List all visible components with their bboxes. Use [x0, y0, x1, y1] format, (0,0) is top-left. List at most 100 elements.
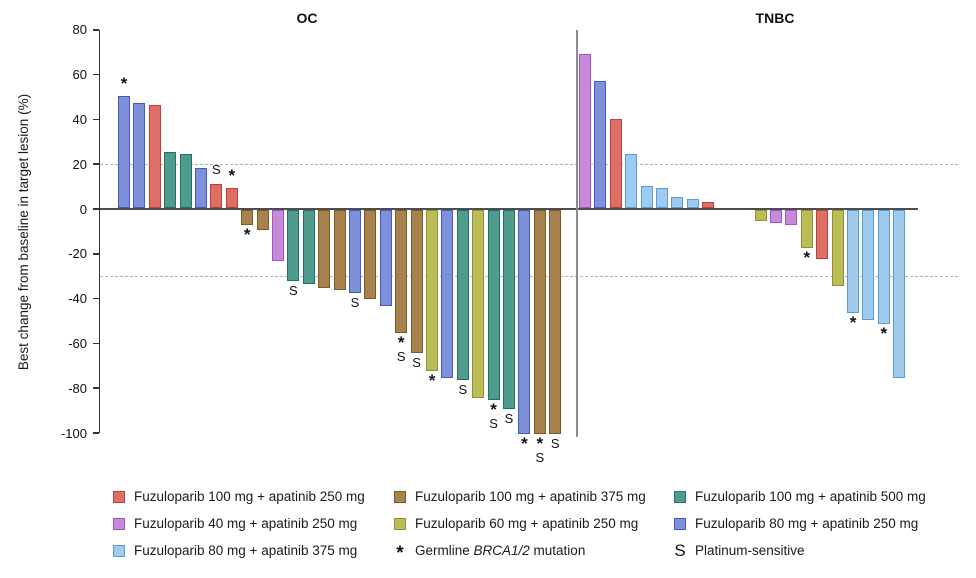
bar: [426, 209, 438, 372]
bar: [533, 209, 546, 434]
y-tick: [92, 297, 99, 300]
legend: Fuzuloparib 100 mg + apatinib 250 mg Fuzu…: [0, 483, 976, 573]
y-tick-label: 0: [79, 201, 87, 217]
legend-label: Fuzuloparib 100 mg + apatinib 500 mg: [695, 489, 926, 504]
bar: [625, 154, 638, 209]
y-tick-label: -100: [60, 425, 87, 441]
y-tick-label: 80: [72, 22, 87, 38]
bar: [640, 185, 653, 209]
bar: [609, 118, 622, 209]
platinum-sensitive-mark: S: [289, 283, 298, 299]
bar: [503, 209, 515, 410]
legend-entry: Fuzuloparib 80 mg + apatinib 375 mg: [113, 537, 365, 564]
panel-divider: [576, 29, 578, 437]
dashed-reference-line: [100, 164, 958, 166]
bar: [800, 209, 813, 248]
plot-area: Best change from baseline in target lesi…: [16, 10, 958, 465]
legend-entry: Fuzuloparib 80 mg + apatinib 250 mg: [674, 510, 926, 537]
legend-swatch: [674, 517, 686, 530]
legend-label: Fuzuloparib 100 mg + apatinib 250 mg: [134, 489, 365, 504]
bar: [164, 152, 177, 209]
bar: [785, 209, 798, 226]
platinum-sensitive-mark: S: [550, 435, 560, 451]
bar: [594, 80, 607, 209]
y-tick: [92, 253, 99, 255]
brca-mutation-asterisk: *: [880, 323, 888, 343]
bar: [877, 209, 890, 324]
bar: [272, 209, 284, 262]
y-tick-label: 20: [72, 156, 87, 172]
bar: [133, 102, 146, 209]
brca-mutation-asterisk: *: [521, 433, 528, 453]
bar: [333, 209, 346, 291]
bar: [302, 209, 315, 284]
bar: [831, 209, 844, 286]
bar: [487, 209, 500, 401]
legend-entry: Fuzuloparib 40 mg + apatinib 250 mg: [113, 510, 365, 537]
legend-label: Fuzuloparib 100 mg + apatinib 375 mg: [415, 489, 646, 504]
brca-mutation-asterisk: *: [536, 433, 544, 453]
brca-mutation-asterisk: *: [490, 400, 497, 420]
platinum-sensitive-mark: S: [458, 381, 468, 397]
bar: [549, 209, 562, 434]
legend-label: Fuzuloparib 80 mg + apatinib 375 mg: [134, 543, 358, 558]
group-title-tnbc: TNBC: [755, 10, 795, 26]
platinum-sensitive-mark: S: [535, 449, 545, 465]
bar: [410, 209, 423, 354]
bar: [862, 209, 875, 320]
legend-column: Fuzuloparib 100 mg + apatinib 250 mg Fuzu…: [113, 483, 365, 564]
y-tick-label: 60: [72, 67, 87, 83]
legend-swatch: [113, 517, 125, 530]
legend-label: Germline BRCA1/2 mutation: [415, 543, 586, 558]
bar: [195, 167, 207, 209]
y-tick: [92, 29, 99, 31]
legend-entry: Fuzuloparib 60 mg + apatinib 250 mg: [394, 510, 646, 537]
legend-swatch: [674, 490, 686, 503]
legend-label: Fuzuloparib 40 mg + apatinib 250 mg: [134, 516, 358, 531]
legend-entry: Fuzuloparib 100 mg + apatinib 500 mg: [674, 483, 926, 510]
legend-entry: Fuzuloparib 100 mg + apatinib 250 mg: [113, 483, 365, 510]
platinum-sensitive-mark: S: [350, 294, 360, 310]
y-axis-line: [98, 29, 100, 433]
brca-mutation-asterisk: *: [243, 225, 251, 245]
bar: [287, 209, 300, 282]
legend-label: Fuzuloparib 80 mg + apatinib 250 mg: [695, 516, 919, 531]
bar: [893, 209, 906, 378]
y-tick: [92, 387, 99, 389]
bar: [754, 209, 767, 221]
bar: [395, 209, 408, 333]
legend-column: Fuzuloparib 100 mg + apatinib 375 mg Fuzu…: [394, 483, 646, 564]
bar: [379, 209, 392, 307]
bar: [671, 197, 684, 209]
legend-swatch: [113, 544, 125, 557]
bar: [656, 188, 668, 209]
group-title-oc: OC: [296, 10, 318, 26]
bar: [579, 53, 591, 209]
bar: [702, 201, 715, 209]
platinum-sensitive-mark: S: [396, 348, 406, 364]
platinum-sensitive-mark: S: [412, 355, 421, 371]
asterisk-symbol: *: [396, 543, 404, 564]
brca-mutation-asterisk: *: [849, 312, 857, 332]
bar: [456, 209, 469, 380]
y-tick: [92, 163, 99, 165]
y-tick-label: -60: [68, 335, 87, 351]
brca-mutation-asterisk: *: [428, 371, 436, 391]
bar: [816, 209, 829, 260]
legend-swatch: [394, 517, 406, 530]
legend-entry: * Germline BRCA1/2 mutation: [394, 537, 646, 564]
legend-swatch: [113, 490, 125, 503]
legend-entry: Fuzuloparib 100 mg + apatinib 375 mg: [394, 483, 646, 510]
bar: [770, 209, 782, 224]
bar: [847, 209, 859, 313]
y-tick-label: 40: [72, 111, 87, 127]
bar: [318, 209, 331, 289]
bar: [148, 105, 161, 209]
y-tick-label: -80: [68, 380, 87, 396]
legend-label: Platinum-sensitive: [695, 543, 805, 558]
legend-entry: S Platinum-sensitive: [674, 537, 926, 564]
bar: [179, 154, 192, 209]
bar: [686, 199, 699, 209]
platinum-sensitive-mark: S: [489, 416, 498, 432]
